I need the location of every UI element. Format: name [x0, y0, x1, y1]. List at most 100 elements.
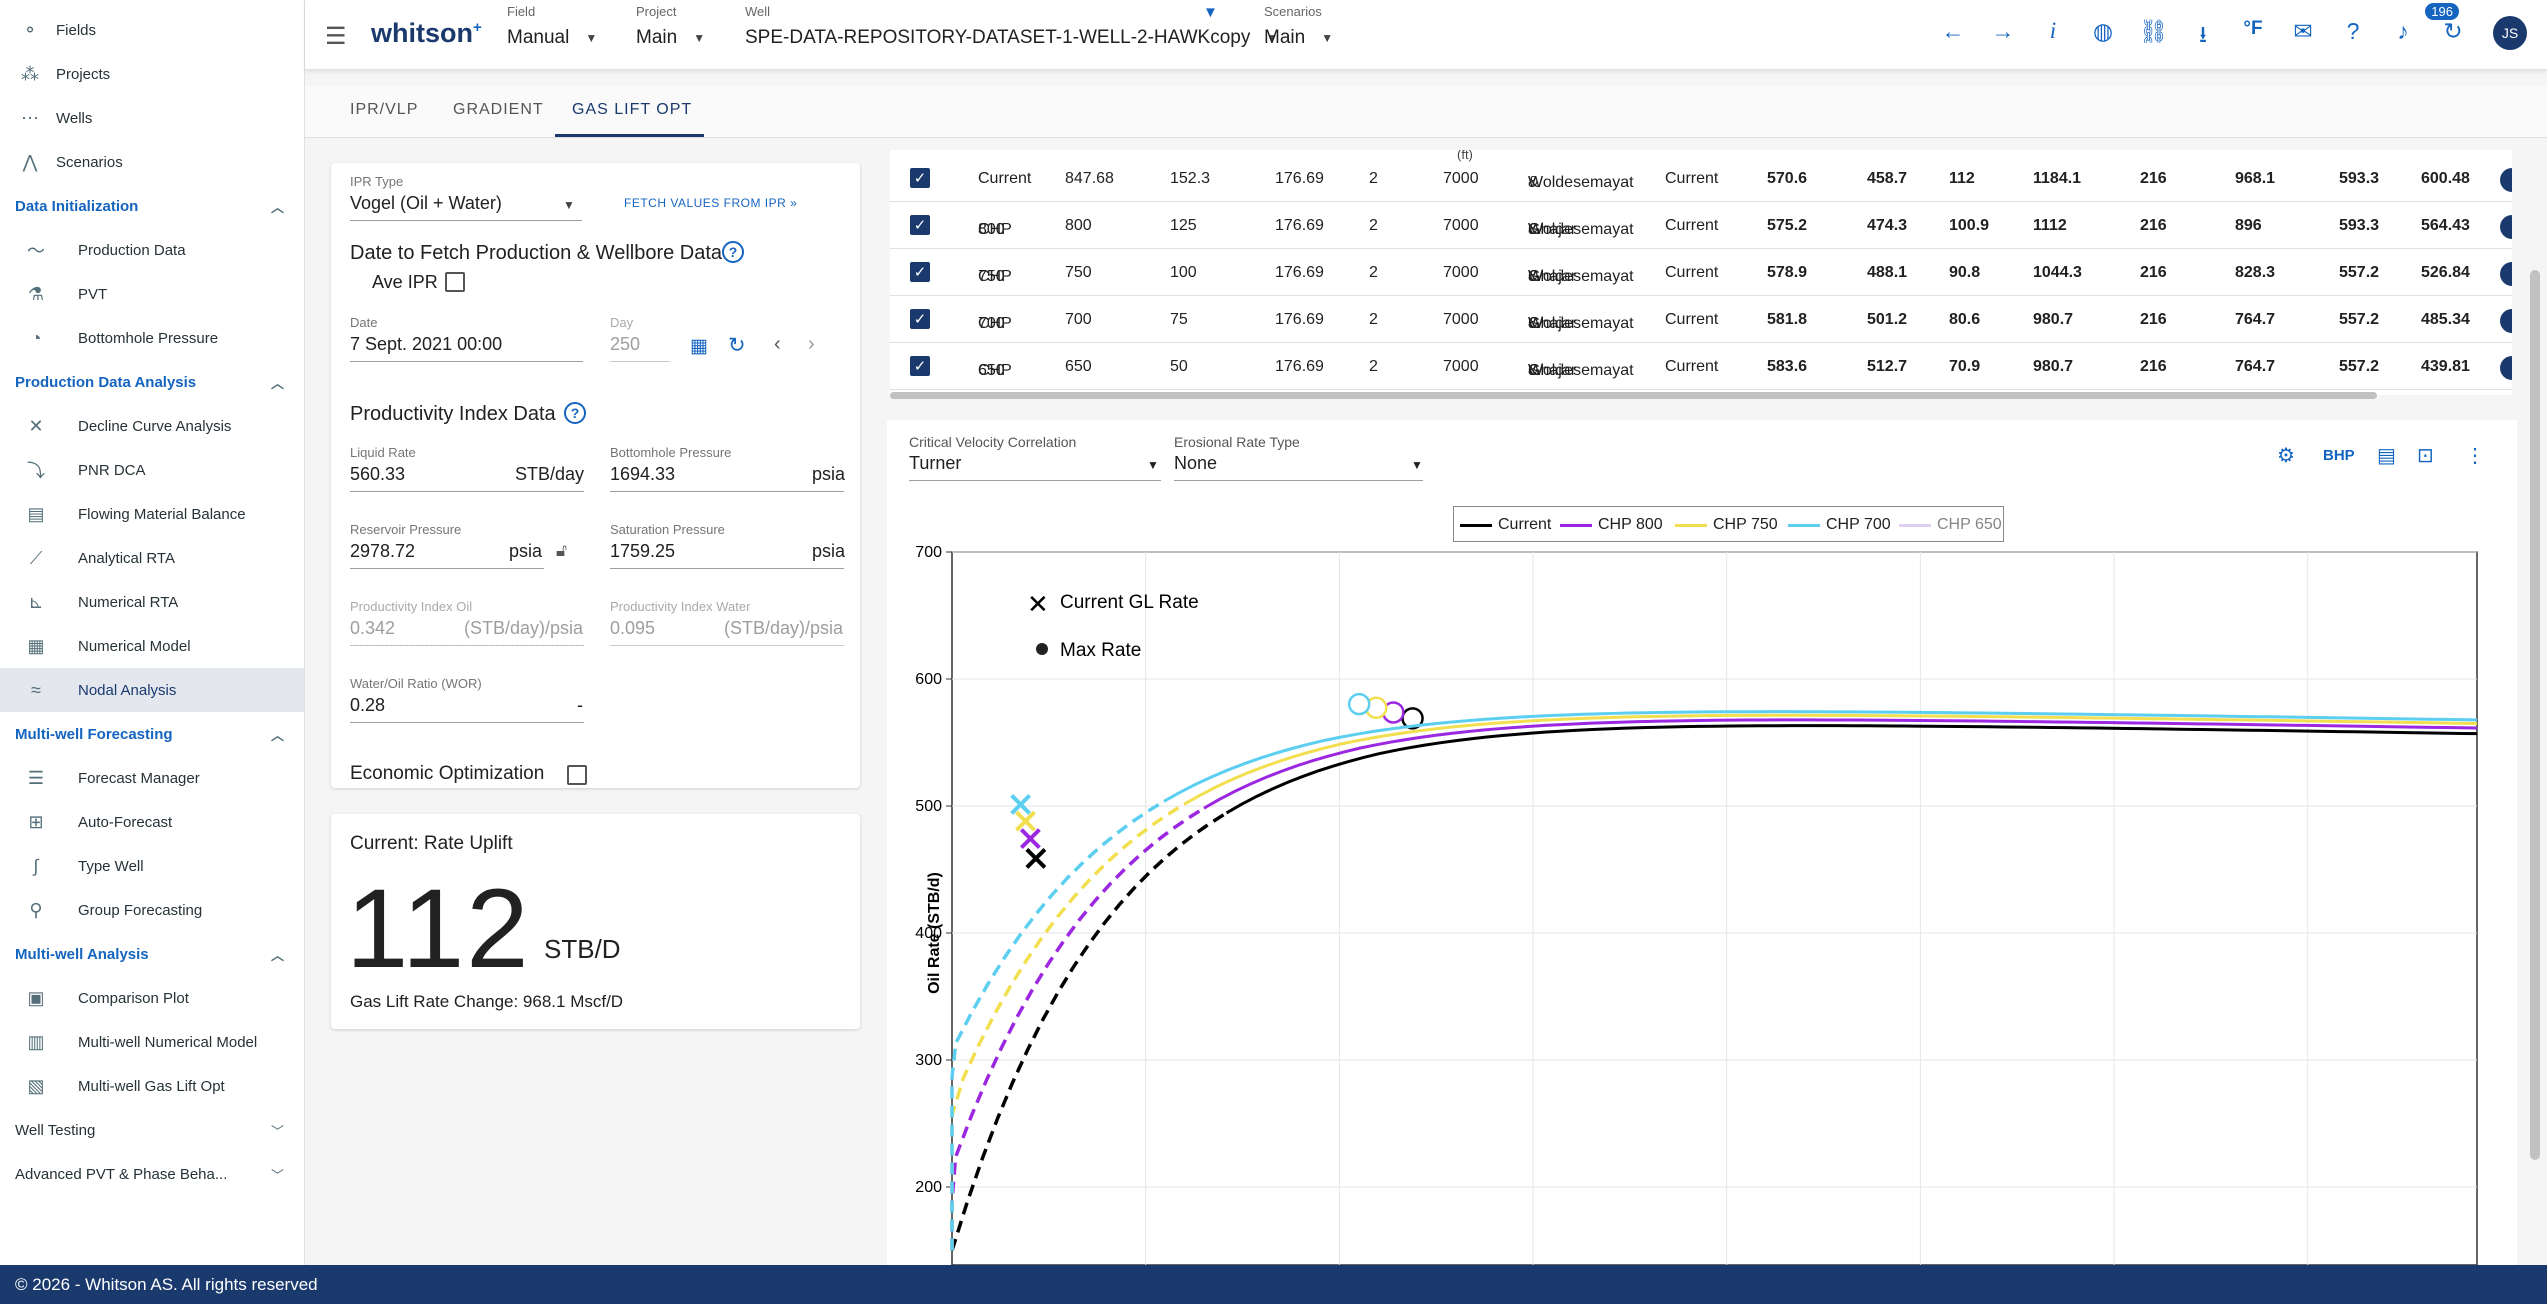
row-checkbox[interactable]: ✓ — [910, 309, 930, 329]
logo[interactable]: whitson+ — [371, 18, 482, 48]
table-row[interactable]: ✓ CHP 800 800 125 176.69 2 7000 Woldesema… — [890, 202, 2512, 285]
scenarios-select[interactable]: Scenarios Main ▼ — [1264, 4, 1334, 48]
table-row[interactable]: ✓ CHP 650 650 50 176.69 2 7000 Woldesemay… — [890, 343, 2512, 390]
info-icon[interactable]: i — [2049, 18, 2057, 43]
legend-item[interactable]: Current — [1460, 516, 1551, 534]
sidebar-item-forecast-manager[interactable]: ☰ Forecast Manager — [0, 756, 304, 800]
row-action-button[interactable] — [2500, 168, 2512, 192]
help-icon[interactable]: ? — [722, 241, 744, 263]
sidebar-item-flowing-material-balance[interactable]: ▤ Flowing Material Balance — [0, 492, 304, 536]
sidebar-item-analytical-rta[interactable]: ⟋ Analytical RTA — [0, 536, 304, 580]
table-cell: 176.69 — [1275, 311, 1324, 328]
scatter-icon[interactable]: ⊡ — [2417, 445, 2434, 467]
legend-item[interactable]: CHP 800 — [1560, 516, 1663, 534]
well-select[interactable]: Well SPE-DATA-REPOSITORY-DATASET-1-WELL-… — [745, 4, 1279, 48]
chevron-left-icon[interactable]: ‹ — [774, 333, 781, 355]
menu-icon[interactable]: ☰ — [325, 23, 347, 50]
help-icon[interactable]: ? — [564, 402, 586, 424]
saturation-pressure-input[interactable]: 1759.25 — [610, 541, 676, 561]
liquid-rate-input[interactable]: 560.33 — [350, 464, 406, 484]
project-select[interactable]: Project Main ▼ — [636, 4, 706, 48]
vertical-scrollbar[interactable] — [2530, 270, 2540, 1160]
arrow-right-icon[interactable]: → — [1991, 18, 2015, 44]
sidebar-item-production-data[interactable]: 〜 Production Data — [0, 228, 304, 272]
fahrenheit-icon[interactable]: °F — [2243, 18, 2263, 39]
legend-marker-label: Current GL Rate — [1060, 592, 1199, 613]
table-icon[interactable]: ▤ — [2377, 445, 2396, 467]
bhp-toggle[interactable]: BHP — [2323, 447, 2355, 464]
more-icon[interactable]: ⋮ — [2465, 445, 2485, 467]
tab-gradient[interactable]: GRADIENT — [453, 101, 544, 118]
sidebar-item-group-forecasting[interactable]: ⚲ Group Forecasting — [0, 888, 304, 932]
table-row[interactable]: ✓ CHP 750 750 100 176.69 2 7000 Woldesema… — [890, 249, 2512, 332]
bell-icon[interactable]: ♪ — [2397, 18, 2409, 44]
row-action-button[interactable] — [2500, 262, 2512, 286]
table-row[interactable]: ✓ Current 847.68 152.3 176.69 2 7000 Wol… — [890, 155, 2512, 238]
sidebar-section-2[interactable]: Multi-well Forecasting ︿ — [0, 712, 304, 756]
economic-optimization-checkbox[interactable] — [567, 765, 587, 785]
row-action-button[interactable] — [2500, 356, 2512, 380]
date-input[interactable]: 7 Sept. 2021 00:00 — [350, 334, 503, 354]
link-icon[interactable]: ⛓ — [2139, 18, 2169, 44]
sidebar-item-fields[interactable]: ⚬ Fields — [0, 8, 304, 52]
row-checkbox[interactable]: ✓ — [910, 168, 930, 188]
calendar-icon[interactable]: ▦ — [690, 336, 708, 357]
sidebar-item-auto-forecast[interactable]: ⊞ Auto-Forecast — [0, 800, 304, 844]
sidebar-item-pnr-dca[interactable]: ⤵ PNR DCA — [0, 448, 304, 492]
ert-select[interactable]: None — [1174, 453, 1218, 473]
ave-ipr-checkbox[interactable] — [445, 272, 465, 292]
help-icon[interactable]: ? — [2346, 18, 2360, 44]
row-checkbox[interactable]: ✓ — [910, 262, 930, 282]
sidebar-section-0[interactable]: Data Initialization ︿ — [0, 184, 304, 228]
settings-nodes-icon[interactable]: ⚙ — [2277, 445, 2295, 467]
cvc-select[interactable]: Turner — [909, 453, 962, 473]
sidebar-item-nodal-analysis[interactable]: ≈ Nodal Analysis — [0, 668, 304, 712]
horizontal-scrollbar[interactable] — [890, 392, 2377, 399]
wor-input[interactable]: 0.28 — [350, 695, 386, 715]
tab-ipr-vlp[interactable]: IPR/VLP — [350, 101, 419, 118]
sidebar-item-comparison-plot[interactable]: ▣ Comparison Plot — [0, 976, 304, 1020]
sidebar-item-bottomhole-pressure[interactable]: ◔ Bottomhole Pressure — [0, 316, 304, 360]
top-bar: ☰ whitson+ Field Manual ▼ Project Main ▼ W… — [305, 0, 2547, 70]
sidebar-section-1[interactable]: Production Data Analysis ︿ — [0, 360, 304, 404]
field-select[interactable]: Field Manual ▼ — [507, 4, 598, 48]
row-action-button[interactable] — [2500, 215, 2512, 239]
sidebar-section-4[interactable]: Well Testing ﹀ — [0, 1108, 304, 1152]
avatar[interactable]: JS — [2493, 16, 2527, 50]
row-action-button[interactable] — [2500, 309, 2512, 333]
sidebar-item-scenarios[interactable]: ⋀ Scenarios — [0, 140, 304, 184]
row-checkbox[interactable]: ✓ — [910, 215, 930, 235]
refresh-icon[interactable]: ↻ — [2443, 18, 2463, 44]
tab-gas-lift-opt[interactable]: GAS LIFT OPT — [572, 101, 693, 118]
table-row[interactable]: ✓ CHP 700 700 75 176.69 2 7000 Woldesemay… — [890, 296, 2512, 379]
download-icon[interactable]: ⭳ — [2198, 21, 2208, 47]
sidebar-item-type-well[interactable]: ∫ Type Well — [0, 844, 304, 888]
sidebar-section-3[interactable]: Multi-well Analysis ︿ — [0, 932, 304, 976]
arrow-left-icon[interactable]: ← — [1941, 18, 1965, 44]
sync-icon[interactable]: ↻ — [728, 334, 746, 357]
chevron-right-icon[interactable]: › — [808, 333, 815, 355]
globe-icon[interactable]: ◍ — [2092, 18, 2114, 44]
reservoir-pressure-input[interactable]: 2978.72 — [350, 541, 416, 561]
day-input[interactable]: 250 — [610, 334, 641, 354]
filter-icon[interactable]: ▼ — [1203, 4, 1218, 21]
ipr-type-select[interactable]: Vogel (Oil + Water) — [350, 193, 502, 213]
sidebar-item-decline-curve-analysis[interactable]: ✕ Decline Curve Analysis — [0, 404, 304, 448]
sidebar-item-projects[interactable]: ⁂ Projects — [0, 52, 304, 96]
sidebar-item-multi-well-numerical-model[interactable]: ▥ Multi-well Numerical Model — [0, 1020, 304, 1064]
sidebar-item-pvt[interactable]: ⚗ PVT — [0, 272, 304, 316]
sidebar-item-numerical-model[interactable]: ▦ Numerical Model — [0, 624, 304, 668]
fetch-values-button[interactable]: FETCH VALUES FROM IPR » — [624, 196, 798, 210]
lock-icon[interactable]: 🔓︎ — [556, 541, 568, 560]
bhp-input[interactable]: 1694.33 — [610, 464, 676, 484]
legend-item[interactable]: CHP 650 — [1899, 516, 2002, 534]
sidebar-item-wells[interactable]: ⋯ Wells — [0, 96, 304, 140]
legend-item[interactable]: CHP 700 — [1788, 516, 1891, 534]
sidebar-section-5[interactable]: Advanced PVT & Phase Beha... ﹀ — [0, 1152, 304, 1196]
chat-icon[interactable]: ✉ — [2293, 18, 2313, 44]
nodal-icon: ≈ — [31, 679, 41, 700]
row-checkbox[interactable]: ✓ — [910, 356, 930, 376]
sidebar-item-multi-well-gas-lift-opt[interactable]: ▧ Multi-well Gas Lift Opt — [0, 1064, 304, 1108]
legend-item[interactable]: CHP 750 — [1675, 516, 1778, 534]
sidebar-item-numerical-rta[interactable]: ⊾ Numerical RTA — [0, 580, 304, 624]
